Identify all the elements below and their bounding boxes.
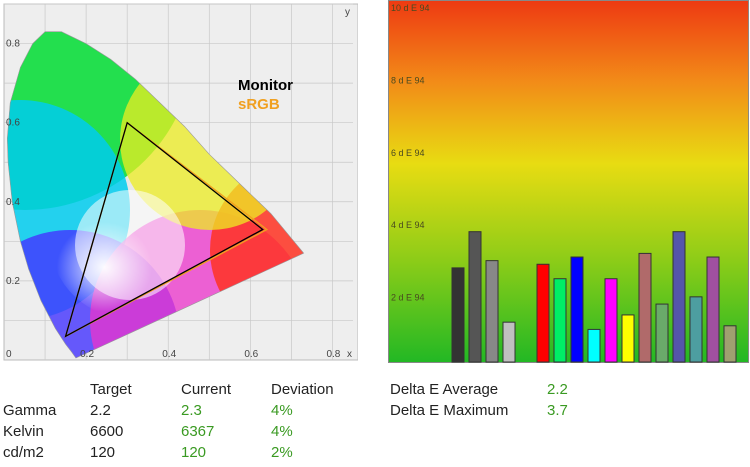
delta-e-tick-label: 4 d E 94 — [391, 220, 425, 230]
delta-e-bar — [536, 263, 550, 363]
cie-chromaticity-chart: 0.2 0.4 0.6 0.8 0.2 0.4 0.6 0.8 0 x y Monitor s… — [0, 0, 359, 364]
delta-e-summary: Delta E Average 2.2 Delta E Maximum 3.7 — [390, 379, 690, 421]
delta-e-bars — [451, 231, 737, 363]
delta-e-chart: 2 d E 94 4 d E 94 6 d E 94 8 d E 94 10 d E 9… — [388, 0, 750, 364]
delta-e-bar — [570, 256, 584, 363]
header-current: Current — [181, 381, 232, 398]
delta-e-tick-label: 8 d E 94 — [391, 75, 425, 85]
row-kelvin-target: 6600 — [90, 423, 124, 440]
delta-e-bar — [689, 296, 703, 363]
row-luminance-deviation: 2% — [271, 444, 293, 461]
delta-e-bar — [468, 231, 482, 363]
delta-e-bar — [672, 231, 686, 363]
row-luminance-target: 120 — [90, 444, 116, 461]
delta-e-bar — [451, 267, 465, 363]
delta-e-chart-svg: 2 d E 94 4 d E 94 6 d E 94 8 d E 94 10 d E 9… — [388, 0, 749, 363]
header-target: Target — [90, 381, 132, 398]
delta-e-bar — [655, 303, 669, 363]
cie-x-tick-label: 0.8 — [326, 349, 340, 360]
delta-e-plot-area — [388, 0, 749, 363]
cie-y-tick-label: 0.2 — [6, 276, 20, 287]
row-luminance-label: cd/m2 — [3, 444, 44, 461]
row-gamma-target: 2.2 — [90, 402, 111, 419]
delta-e-average-value: 2.2 — [547, 381, 568, 398]
delta-e-maximum-value: 3.7 — [547, 402, 568, 419]
cie-chart-svg: 0.2 0.4 0.6 0.8 0.2 0.4 0.6 0.8 0 x y Monitor s… — [0, 0, 359, 364]
monitor-gamut-triangle — [64, 121, 264, 338]
delta-e-bar — [485, 260, 499, 363]
delta-e-tick-labels: 2 d E 94 4 d E 94 6 d E 94 8 d E 94 10 d E 9… — [391, 3, 430, 303]
delta-e-bar — [604, 278, 618, 363]
cie-y-tick-label: 0.4 — [6, 197, 20, 208]
delta-e-tick-label: 6 d E 94 — [391, 148, 425, 158]
delta-e-bar — [502, 321, 516, 363]
row-luminance-current: 120 — [181, 444, 207, 461]
delta-e-maximum-label: Delta E Maximum — [390, 402, 509, 419]
delta-e-tick-label: 10 d E 94 — [391, 3, 430, 13]
row-gamma-label: Gamma — [3, 402, 57, 419]
delta-e-tick-label: 2 d E 94 — [391, 293, 425, 303]
cie-x-tick-label: 0.2 — [80, 349, 94, 360]
row-kelvin-label: Kelvin — [3, 423, 44, 440]
cie-x-tick-label: 0.6 — [244, 349, 258, 360]
calibration-stats-table: Target Current Deviation Gamma 2.2 2.3 4… — [0, 379, 370, 463]
delta-e-bar — [706, 256, 720, 363]
delta-e-bar — [587, 328, 601, 363]
cie-tick-labels: 0.2 0.4 0.6 0.8 0.2 0.4 0.6 0.8 — [6, 39, 341, 360]
header-deviation: Deviation — [271, 381, 334, 398]
row-gamma-current: 2.3 — [181, 402, 202, 419]
cie-x-tick-label: 0.4 — [162, 349, 176, 360]
legend-srgb: sRGB — [238, 96, 280, 113]
row-gamma-deviation: 4% — [271, 402, 293, 419]
delta-e-bar — [621, 314, 635, 363]
row-kelvin-current: 6367 — [181, 423, 215, 440]
delta-e-average-label: Delta E Average — [390, 381, 499, 398]
cie-y-tick-label: 0.6 — [6, 118, 20, 129]
spectral-locus-outline — [6, 31, 305, 359]
delta-e-bar — [723, 325, 737, 363]
delta-e-bar — [638, 252, 652, 363]
delta-e-bar — [553, 278, 567, 363]
cie-origin-label: 0 — [6, 349, 12, 360]
legend-monitor: Monitor — [238, 77, 293, 94]
row-kelvin-deviation: 4% — [271, 423, 293, 440]
cie-x-axis-label: x — [347, 349, 352, 360]
cie-y-tick-label: 0.8 — [6, 39, 20, 50]
cie-y-axis-label: y — [345, 7, 350, 18]
